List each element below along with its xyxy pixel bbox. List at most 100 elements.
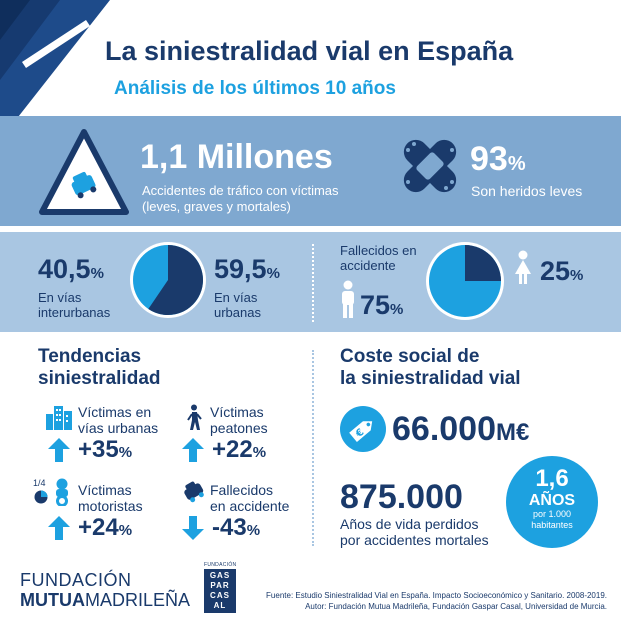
badge-unit: AÑOS xyxy=(528,492,576,509)
badge-label-1: por 1.000 xyxy=(532,509,572,519)
logo2-box: GAS PAR CAS AL xyxy=(204,569,236,613)
trend-pedestrians-number: +22 xyxy=(212,436,253,463)
deaths-label-1: Fallecidos en xyxy=(340,243,417,258)
male-deaths-unit: % xyxy=(390,301,404,318)
urban-label-2: urbanas xyxy=(214,305,261,320)
motorcyclist-icon xyxy=(56,478,68,506)
urban-pie-slice xyxy=(148,245,203,315)
interurban-label-2: interurbanas xyxy=(38,305,111,320)
accidents-value: 1,1 Millones xyxy=(140,138,333,176)
cost-title-2: la siniestralidad vial xyxy=(340,368,521,389)
trends-title-2: siniestralidad xyxy=(38,368,161,389)
interurban-label-1: En vías xyxy=(38,290,82,305)
logo1-line1: FUNDACIÓN xyxy=(20,570,132,590)
fundacion-gaspar-casal-logo: FUNDACIÓN GAS PAR CAS AL xyxy=(204,562,236,613)
trend-deaths-value: -43% xyxy=(212,514,260,542)
bandage-icon xyxy=(403,139,457,193)
crashed-car-icon xyxy=(184,481,204,503)
trend-urban-label-1: Víctimas en xyxy=(78,404,152,420)
page-subtitle: Análisis de los últimos 10 años xyxy=(114,78,396,99)
trend-deaths-unit: % xyxy=(246,522,261,539)
injured-unit: % xyxy=(507,153,526,175)
warning-car-icon xyxy=(39,129,129,215)
woman-icon xyxy=(515,250,531,284)
urban-value: 59,5% xyxy=(214,254,280,285)
buildings-icon xyxy=(46,406,72,430)
footer-author: Autor: Fundación Mutua Madrileña, Fundac… xyxy=(305,602,607,611)
trend-motorcyclists-number: +24 xyxy=(78,514,119,541)
injured-number: 93 xyxy=(470,140,508,178)
logo1-madrilena: MADRILEÑA xyxy=(85,590,191,610)
quarter-label: 1/4 xyxy=(33,478,46,488)
logo2-row-3: CAS xyxy=(210,591,230,600)
cost-title-1: Coste social de xyxy=(340,346,480,367)
deaths-label-2: accidente xyxy=(340,258,396,273)
urban-label-1: En vías xyxy=(214,290,258,305)
trends-title-1: Tendencias xyxy=(38,346,142,367)
trend-deaths-number: -43 xyxy=(212,514,247,541)
interurban-number: 40,5 xyxy=(38,254,91,284)
road-corner-graphic xyxy=(0,0,110,140)
trend-pedestrians-unit: % xyxy=(252,444,267,461)
trend-deaths-label-2: en accidente xyxy=(210,498,290,514)
trend-pedestrians-value: +22% xyxy=(212,436,266,464)
trend-motorcyclists-unit: % xyxy=(118,522,133,539)
urban-number: 59,5 xyxy=(214,254,267,284)
roads-deaths-band xyxy=(0,232,621,332)
pedestrian-icon xyxy=(187,404,202,430)
logo2-top: FUNDACIÓN xyxy=(204,562,237,568)
fundacion-mutua-logo: FUNDACIÓN MUTUAMADRILEÑA xyxy=(20,570,190,610)
injured-value: 93% xyxy=(470,140,526,179)
years-label-1: Años de vida perdidos xyxy=(340,516,479,532)
interurban-value: 40,5% xyxy=(38,254,104,285)
female-deaths-unit: % xyxy=(570,267,584,284)
logo2-row-1: GAS xyxy=(209,571,231,580)
footer-credits: Fuente: Estudio Siniestralidad Vial en E… xyxy=(266,590,607,612)
section-divider xyxy=(312,350,314,546)
urban-unit: % xyxy=(266,265,280,282)
trend-urban-unit: % xyxy=(118,444,133,461)
deaths-pie-chart xyxy=(426,242,504,320)
band-divider xyxy=(312,244,314,322)
cost-number: 66.000 xyxy=(392,410,496,448)
logo1-line2: MUTUAMADRILEÑA xyxy=(20,590,190,610)
trend-motorcyclists-label-2: motoristas xyxy=(78,498,143,514)
footer-source: Fuente: Estudio Siniestralidad Vial en E… xyxy=(266,591,607,600)
years-label-2: por accidentes mortales xyxy=(340,532,489,548)
trend-urban-number: +35 xyxy=(78,436,119,463)
cost-value: 66.000M€ xyxy=(392,410,529,449)
interurban-unit: % xyxy=(90,265,104,282)
female-pie-slice xyxy=(465,245,501,281)
quarter-pie-icon xyxy=(34,490,48,504)
trend-deaths-label-1: Fallecidos xyxy=(210,482,274,498)
badge-value: 1,6 xyxy=(535,465,569,492)
trend-motorcyclists-value: +24% xyxy=(78,514,132,542)
arrow-down-icon xyxy=(182,516,204,540)
arrow-up-icon xyxy=(182,438,204,462)
trend-motorcyclists-label-1: Víctimas xyxy=(78,482,132,498)
logo2-row-4: AL xyxy=(213,601,227,610)
logo1-mutua: MUTUA xyxy=(20,590,85,610)
years-per-capita-badge: 1,6 AÑOS por 1.000 habitantes xyxy=(506,456,598,548)
trend-urban-value: +35% xyxy=(78,436,132,464)
male-deaths-number: 75 xyxy=(360,290,391,320)
page-title: La siniestralidad vial en España xyxy=(105,36,514,66)
injured-label: Son heridos leves xyxy=(471,183,583,199)
price-tag-icon: € xyxy=(340,406,386,452)
cost-unit: M€ xyxy=(496,419,530,446)
trend-urban-label-2: vías urbanas xyxy=(78,420,159,436)
arrow-up-icon xyxy=(48,438,70,462)
accidents-label-2: (leves, graves y mortales) xyxy=(142,199,291,214)
years-value: 875.000 xyxy=(340,478,463,516)
male-deaths-value: 75% xyxy=(360,290,403,321)
arrow-up-icon xyxy=(48,516,70,540)
man-icon xyxy=(342,280,354,318)
roads-pie-chart xyxy=(130,242,206,318)
logo2-row-2: PAR xyxy=(210,581,230,590)
badge-label-2: habitantes xyxy=(531,520,573,530)
trend-pedestrians-label-2: peatones xyxy=(210,420,268,436)
accidents-label-1: Accidentes de tráfico con víctimas xyxy=(142,183,339,198)
trend-pedestrians-label-1: Víctimas xyxy=(210,404,264,420)
female-deaths-value: 25% xyxy=(540,256,583,287)
female-deaths-number: 25 xyxy=(540,256,571,286)
